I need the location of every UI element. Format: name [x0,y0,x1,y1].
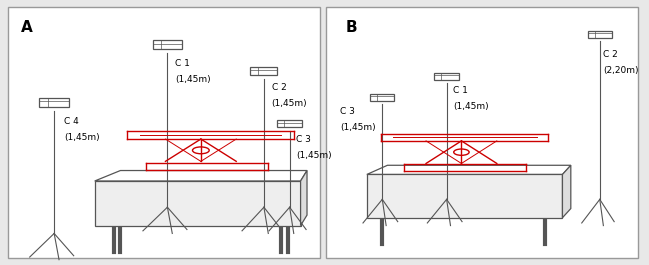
Bar [40,98,69,107]
Bar [434,73,459,80]
Text: (1,45m): (1,45m) [272,99,307,108]
Polygon shape [563,165,571,218]
Polygon shape [300,170,307,226]
Text: (1,45m): (1,45m) [64,132,100,142]
Text: C 1: C 1 [453,86,468,95]
Text: C 1: C 1 [175,59,190,68]
Bar [153,40,182,49]
Polygon shape [95,170,307,181]
Text: C 4: C 4 [64,117,79,126]
Polygon shape [95,181,300,226]
Text: C 3: C 3 [341,107,356,116]
Text: (1,45m): (1,45m) [341,123,376,132]
Text: (1,45m): (1,45m) [296,151,332,160]
Bar [326,7,639,258]
Text: C 3: C 3 [296,135,311,144]
Text: C 2: C 2 [272,83,286,92]
Polygon shape [367,174,563,218]
Text: B: B [346,20,357,35]
Text: C 2: C 2 [603,50,618,59]
Text: (1,45m): (1,45m) [175,75,211,84]
Bar [251,67,277,75]
Bar [370,94,395,101]
Text: (1,45m): (1,45m) [453,102,489,111]
Bar [587,31,612,38]
Text: A: A [21,20,32,35]
Text: (2,20m): (2,20m) [603,66,639,75]
Polygon shape [367,165,571,174]
Bar [8,7,320,258]
Bar [277,120,302,127]
